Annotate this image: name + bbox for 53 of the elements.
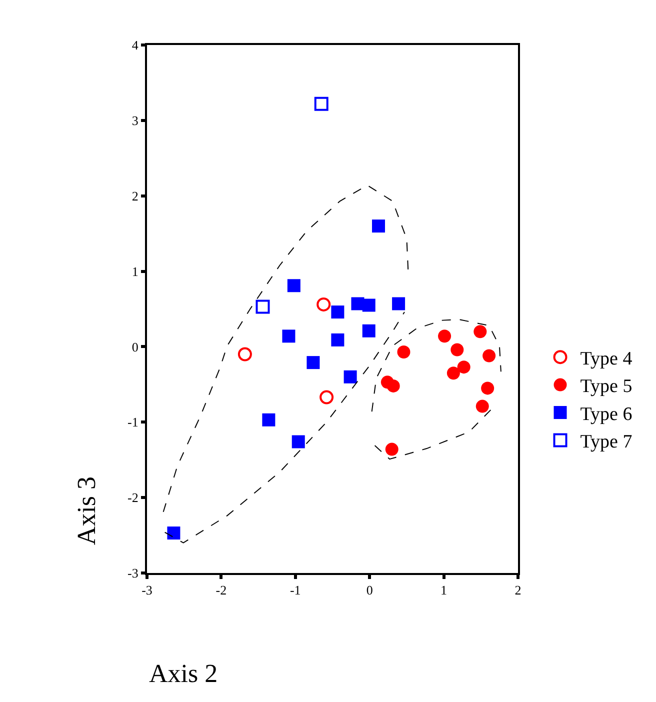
line-series [162,184,409,512]
legend-label: Type 7 [580,432,632,453]
point [385,442,398,456]
point [482,349,496,362]
x-tick-label: 0 [366,582,373,598]
point [167,526,180,540]
point [331,333,344,346]
point [292,435,305,448]
point [392,297,406,310]
x-tick-label: 1 [440,582,448,598]
point [287,279,300,292]
point [256,300,270,314]
y-tick-label: -2 [128,490,138,506]
point [362,324,376,338]
point [344,370,357,384]
y-tick-label: -1 [128,414,138,430]
point [438,330,452,343]
line-series [374,408,493,460]
x-tick-label: -1 [290,582,301,598]
y-axis-title: Axis 3 [72,476,101,546]
line-series [164,312,405,544]
point [316,297,331,312]
point [450,343,464,356]
point [314,96,328,111]
point [320,390,334,404]
point [474,325,487,338]
x-tick-label: -2 [216,582,227,598]
legend-label: Type 6 [580,404,632,425]
point [306,356,320,370]
point [476,400,489,413]
point [331,306,344,319]
y-tick-label: 2 [132,188,138,204]
line-series [371,319,502,412]
legend-label: Type 4 [580,348,633,370]
y-tick-label: -3 [128,566,138,581]
point [372,220,385,233]
y-tick-label: 0 [132,339,138,354]
point [282,330,296,343]
point [362,298,376,312]
point [446,366,460,380]
x-axis-title: Axis 2 [149,659,218,688]
x-tick-label: 2 [514,582,522,598]
point [238,347,252,362]
point [481,382,494,395]
legend-label: Type 5 [580,376,632,398]
point [397,345,410,358]
point [457,360,470,374]
point [386,379,400,392]
y-tick-label: 1 [132,264,138,279]
point [262,413,276,426]
x-tick-label: -3 [142,582,152,598]
y-tick-label: 3 [132,112,138,128]
y-tick-label: 4 [132,38,139,53]
